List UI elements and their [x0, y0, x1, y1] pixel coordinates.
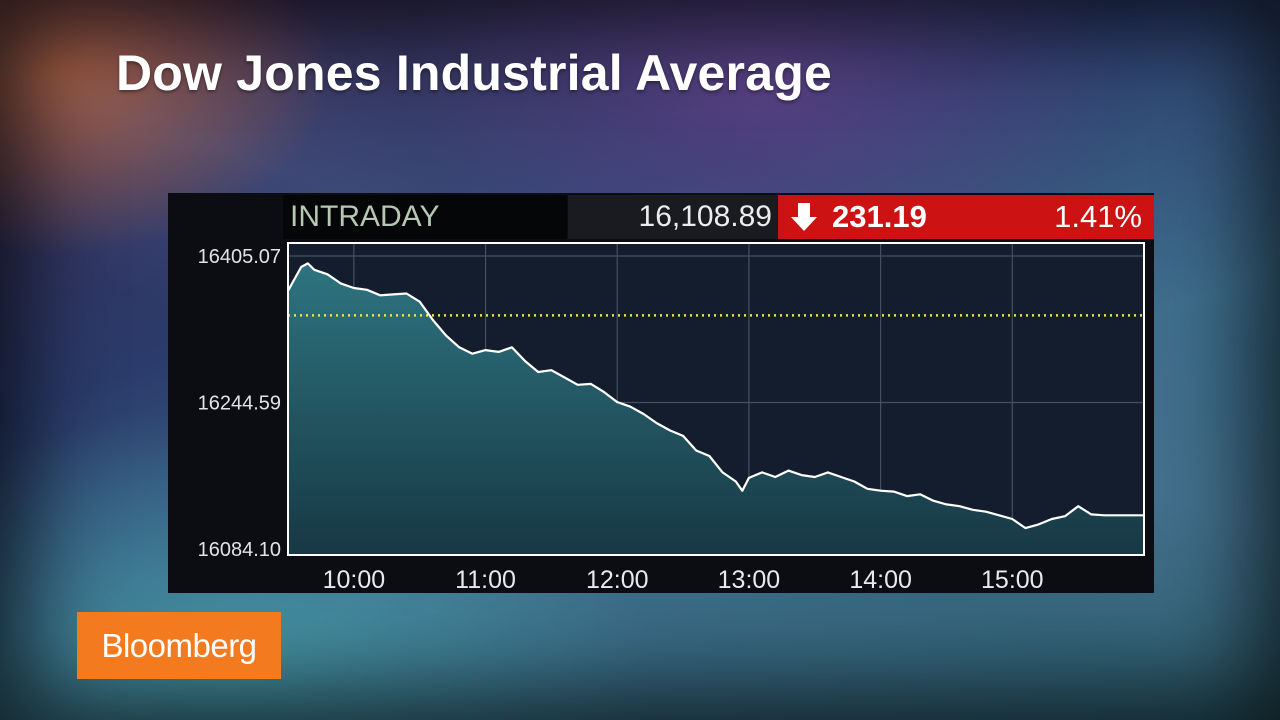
change-value: 231.19: [832, 199, 927, 234]
arrow-down-icon: [791, 203, 817, 231]
change-box: 231.19 1.41%: [778, 195, 1154, 239]
price-line: [287, 262, 1144, 530]
x-tick-label: 12:00: [586, 566, 649, 593]
intraday-label: INTRADAY: [283, 195, 567, 239]
plot-border: [287, 242, 1145, 556]
bloomberg-logo: Bloomberg: [77, 612, 281, 679]
x-tick-label: 15:00: [981, 566, 1044, 593]
y-tick-label: 16244.59: [198, 392, 281, 414]
page-title: Dow Jones Industrial Average: [116, 45, 832, 101]
x-axis: 10:00 11:00 12:00 13:00 14:00 15:00: [323, 566, 1044, 593]
y-axis: 16405.07 16244.59 16084.10: [198, 246, 281, 561]
intraday-chart: 16405.07 16244.59 16084.10 10:00 11:00 12:00…: [198, 242, 1145, 593]
y-tick-label: 16084.10: [198, 539, 281, 561]
x-tick-label: 10:00: [323, 566, 386, 593]
last-price: 16,108.89: [568, 195, 778, 239]
chart-panel: INTRADAY 16,108.89 231.19 1.41% 16405.07…: [168, 193, 1154, 593]
y-tick-label: 16405.07: [198, 246, 281, 268]
price-area: [288, 263, 1144, 555]
x-tick-label: 11:00: [455, 566, 516, 593]
x-tick-label: 13:00: [718, 566, 781, 593]
change-percent: 1.41%: [1054, 199, 1142, 234]
x-tick-label: 14:00: [849, 566, 912, 593]
